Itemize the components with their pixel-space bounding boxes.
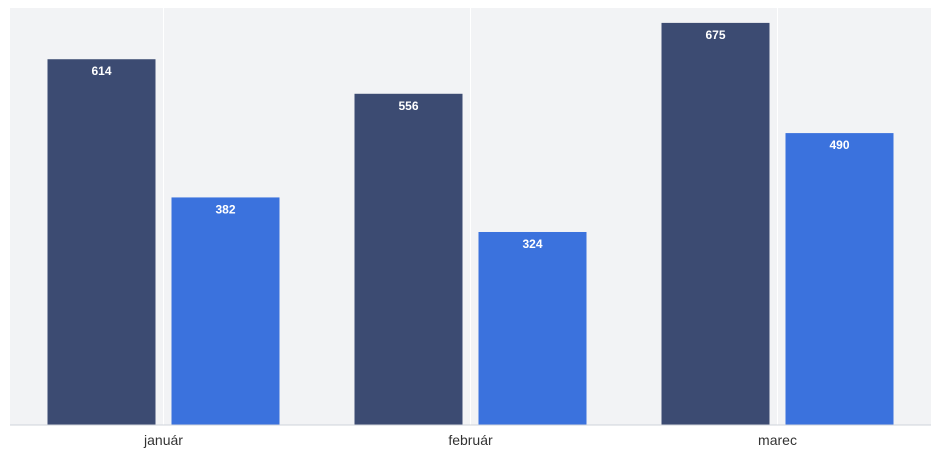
bars (47, 22, 894, 426)
bar-value-label: 556 (398, 99, 418, 113)
bar-value-label: 614 (91, 64, 111, 78)
bar-február-series-2[interactable] (478, 231, 587, 425)
x-tick-label: marec (758, 432, 797, 448)
bar-value-label: 324 (522, 237, 542, 251)
grid-lines (163, 8, 778, 425)
bar-február-series-1[interactable] (354, 93, 463, 425)
bar-január-series-1[interactable] (47, 59, 156, 425)
bar-január-series-2[interactable] (171, 197, 280, 425)
x-axis-ticks: január február marec (143, 432, 797, 448)
bar-value-label: 675 (705, 28, 725, 42)
bar-marec-series-1[interactable] (661, 22, 770, 426)
bar-value-label: 490 (829, 138, 849, 152)
bar-value-label: 382 (215, 202, 235, 216)
bar-marec-series-2[interactable] (785, 133, 894, 425)
x-tick-label: január (143, 432, 183, 448)
x-tick-label: február (448, 432, 493, 448)
bar-value-labels: 614 382 556 324 675 490 (91, 28, 849, 251)
